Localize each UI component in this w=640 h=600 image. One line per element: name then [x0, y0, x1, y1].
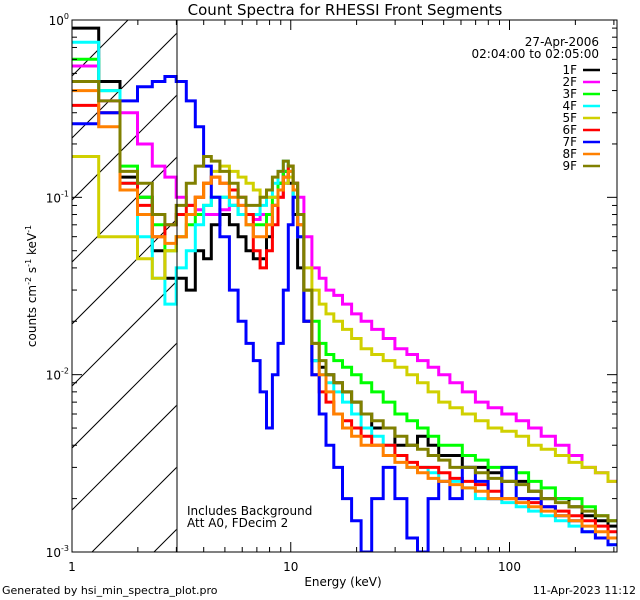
hatched-region [72, 20, 177, 552]
legend-label-8F: 8F [562, 147, 577, 161]
legend-label-6F: 6F [562, 123, 577, 137]
hatch-line [72, 404, 177, 511]
series-2F [72, 64, 617, 483]
hatch-line [72, 94, 177, 201]
x-tick-label: 100 [498, 560, 521, 574]
legend-label-9F: 9F [562, 159, 577, 173]
annotation-attenuator: Att A0, FDecim 2 [187, 516, 288, 530]
footer-timestamp: 11-Apr-2023 11:12 [533, 584, 636, 597]
legend-label-5F: 5F [562, 111, 577, 125]
legend-label-2F: 2F [562, 75, 577, 89]
legend-label-3F: 3F [562, 87, 577, 101]
x-axis-label: Energy (keV) [304, 575, 381, 589]
hatch-line [72, 32, 177, 139]
legend-label-4F: 4F [562, 99, 577, 113]
axes: 1 10 100 100 10-1 10-2 10-3 [46, 12, 617, 574]
x-tick-label: 1 [68, 560, 76, 574]
legend-label-1F: 1F [562, 63, 577, 77]
hatch-line [72, 156, 177, 263]
x-tick-label: 10 [283, 560, 298, 574]
series-3F [72, 57, 617, 523]
y-tick-label: 10-2 [46, 367, 69, 383]
plot-frame [71, 19, 618, 553]
hatch-lines [72, 20, 177, 552]
y-tick-label: 100 [49, 12, 69, 28]
y-tick-label: 10-3 [46, 544, 69, 560]
hatch-line [72, 218, 177, 325]
y-tick-label: 10-1 [46, 189, 69, 205]
hatch-line [91, 466, 177, 552]
legend-label-7F: 7F [562, 135, 577, 149]
y-axis-label: counts cm-2 s-1 keV-1 [24, 225, 39, 347]
footer-generated-by: Generated by hsi_min_spectra_plot.pro [2, 584, 218, 597]
series-6F [72, 103, 617, 534]
time-range-label: 02:04:00 to 02:05:00 [472, 47, 599, 61]
chart-title: Count Spectra for RHESSI Front Segments [188, 1, 503, 19]
series-group [72, 26, 617, 552]
annotation-background: Includes Background [187, 504, 312, 518]
series-9F [72, 80, 617, 523]
date-label: 27-Apr-2006 [525, 35, 599, 49]
